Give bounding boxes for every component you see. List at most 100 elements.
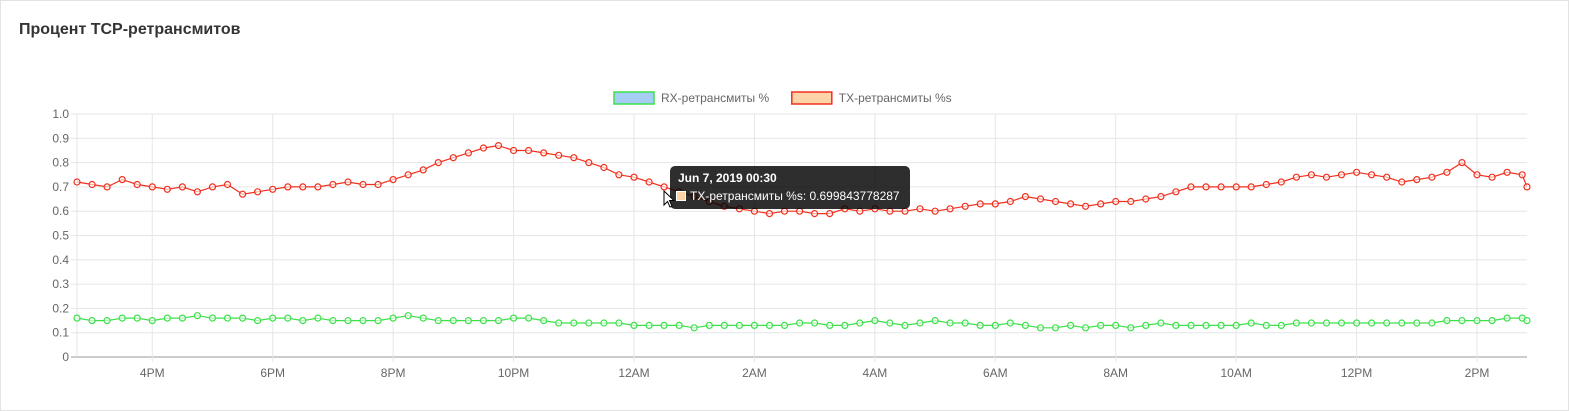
x-tick-label: 6AM xyxy=(983,366,1008,380)
data-point xyxy=(103,183,111,191)
data-point xyxy=(254,188,262,196)
data-point xyxy=(269,314,277,322)
data-point xyxy=(810,210,819,218)
data-point xyxy=(103,317,111,325)
data-point xyxy=(901,207,909,215)
data-point xyxy=(1142,195,1150,203)
data-point xyxy=(871,317,879,325)
data-point xyxy=(886,207,894,215)
data-point xyxy=(916,205,924,213)
data-point xyxy=(585,319,593,327)
y-tick-label: 0.4 xyxy=(52,253,69,267)
data-point xyxy=(133,180,141,189)
data-point xyxy=(494,142,503,150)
data-point xyxy=(509,146,518,155)
y-tick-label: 0.8 xyxy=(52,156,69,170)
data-point xyxy=(1232,321,1240,329)
data-point xyxy=(1413,176,1421,184)
data-point xyxy=(1277,321,1285,329)
data-point xyxy=(1307,319,1316,327)
y-tick-label: 1.0 xyxy=(52,107,69,121)
data-point xyxy=(976,200,984,208)
data-point xyxy=(1112,321,1120,329)
data-point xyxy=(645,321,653,329)
data-point xyxy=(1051,197,1060,206)
data-point xyxy=(705,321,713,329)
y-tick-label: 0.3 xyxy=(52,277,69,291)
data-point xyxy=(434,159,442,167)
x-tick-label: 4AM xyxy=(863,366,888,380)
data-point xyxy=(1488,317,1496,325)
data-point xyxy=(991,321,999,329)
data-point xyxy=(1217,321,1225,329)
tooltip-separator: : xyxy=(802,189,810,203)
data-point xyxy=(404,171,412,179)
data-point xyxy=(901,321,909,329)
x-tick-label: 8PM xyxy=(381,366,406,380)
legend-swatch xyxy=(791,91,833,105)
data-point xyxy=(1352,319,1361,327)
data-point xyxy=(1322,319,1331,327)
data-point xyxy=(1247,319,1255,327)
data-point xyxy=(585,159,593,167)
data-point xyxy=(615,319,623,327)
data-point xyxy=(675,321,683,329)
data-point xyxy=(524,146,533,155)
data-point xyxy=(1066,200,1075,208)
data-point xyxy=(826,321,834,329)
data-point xyxy=(600,163,608,172)
data-point xyxy=(1081,202,1090,210)
data-point xyxy=(1277,178,1285,186)
tooltip-value: 0.699843778287 xyxy=(809,189,900,203)
data-point xyxy=(540,149,548,157)
data-point xyxy=(1202,183,1210,191)
data-point xyxy=(1066,321,1075,329)
data-point xyxy=(961,319,969,327)
y-tick-label: 0.7 xyxy=(52,180,69,194)
data-point xyxy=(1097,200,1105,208)
data-point xyxy=(1398,178,1406,186)
data-point xyxy=(1081,324,1090,332)
data-point xyxy=(1458,317,1466,325)
data-point xyxy=(359,180,367,189)
data-point xyxy=(690,324,698,332)
data-point xyxy=(389,314,397,322)
data-point xyxy=(615,171,623,179)
data-point xyxy=(1127,197,1135,206)
data-point xyxy=(223,314,232,322)
data-point xyxy=(645,178,653,186)
data-point xyxy=(1352,168,1361,176)
data-point xyxy=(118,314,126,322)
data-point xyxy=(148,317,156,325)
data-point xyxy=(419,314,427,322)
data-point xyxy=(856,319,864,327)
data-point xyxy=(765,210,774,218)
y-tick-label: 0 xyxy=(62,350,69,364)
data-point xyxy=(299,183,307,191)
data-point xyxy=(540,317,548,325)
data-point xyxy=(178,314,186,322)
data-point xyxy=(1021,193,1030,201)
data-point xyxy=(976,321,984,329)
data-point xyxy=(1383,173,1391,181)
data-point xyxy=(660,183,668,191)
data-point xyxy=(178,183,186,191)
y-tick-label: 0.1 xyxy=(52,326,69,340)
data-point xyxy=(284,183,292,191)
data-point xyxy=(1428,319,1436,327)
data-point xyxy=(1157,319,1165,327)
data-point xyxy=(555,319,563,327)
data-point xyxy=(1202,321,1210,329)
data-point xyxy=(916,319,924,327)
data-point xyxy=(419,166,427,174)
data-point xyxy=(193,312,201,320)
data-point xyxy=(254,317,262,325)
data-point xyxy=(88,317,96,325)
data-point xyxy=(780,207,789,215)
data-point xyxy=(1413,319,1421,327)
legend-label: TX-ретрансмиты %s xyxy=(839,91,952,105)
data-point xyxy=(1036,195,1045,203)
data-point xyxy=(269,185,277,193)
data-point xyxy=(946,319,954,327)
